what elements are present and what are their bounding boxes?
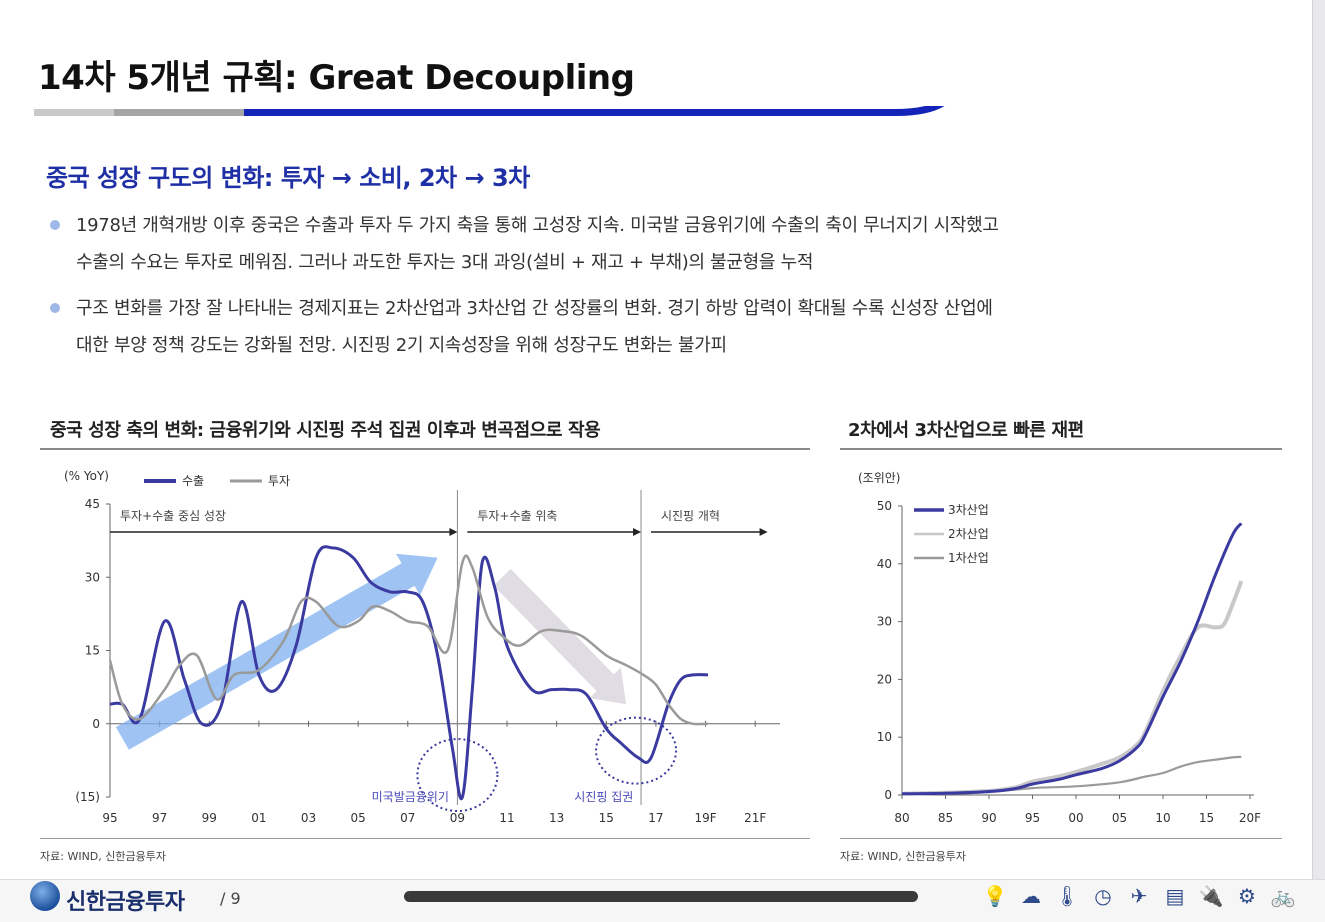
phase-label: 시진핑 개혁 bbox=[661, 509, 720, 523]
x-tick-label: 15 bbox=[599, 811, 614, 825]
footer-icon-row: 💡 ☁ 🌡 ◷ ✈ ▤ 🔌 ⚙ 🚲 bbox=[982, 883, 1296, 909]
x-tick-label: 15 bbox=[1199, 811, 1214, 825]
x-tick-label: 21F bbox=[744, 811, 766, 825]
x-tick-label: 90 bbox=[981, 811, 996, 825]
phase-arrow-head bbox=[759, 528, 768, 536]
decline-trend-arrow bbox=[493, 568, 627, 705]
window-right-edge bbox=[1312, 0, 1325, 922]
left-chart-title: 중국 성장 축의 변화: 금융위기와 시진핑 주석 집권 이후과 변곡점으로 작… bbox=[50, 420, 601, 441]
x-tick-label: 05 bbox=[351, 811, 366, 825]
company-logo bbox=[30, 881, 60, 911]
x-tick-label: 07 bbox=[400, 811, 415, 825]
y-tick-label: 0 bbox=[884, 788, 892, 802]
legend-label-primary: 1차산업 bbox=[948, 551, 989, 565]
y-tick-label: 20 bbox=[877, 672, 892, 686]
y-tick-label: 10 bbox=[877, 730, 892, 744]
xi-annotation-label: 시진핑 집권 bbox=[574, 790, 633, 804]
slide-title: 14차 5개년 규획: Great Decoupling bbox=[38, 58, 635, 98]
x-tick-label: 10 bbox=[1155, 811, 1170, 825]
bicycle-icon[interactable]: 🚲 bbox=[1270, 884, 1296, 908]
y-tick-label: 40 bbox=[877, 557, 892, 571]
x-tick-label: 80 bbox=[894, 811, 909, 825]
left-chart-top-rule bbox=[40, 448, 810, 450]
x-tick-label: 01 bbox=[251, 811, 266, 825]
right-line-chart: 50 40 30 20 10 080 85 90 95 00 05 10 15 20F (조위안) 3차산업 2… bbox=[858, 471, 1261, 825]
document-icon[interactable]: ▤ bbox=[1165, 884, 1185, 908]
footer-brand-name: 신한금융투자 bbox=[66, 890, 185, 915]
right-chart-bottom-rule bbox=[840, 838, 1282, 839]
x-tick-label: 19F bbox=[694, 811, 716, 825]
scroll-bar-handle[interactable] bbox=[404, 891, 918, 902]
y-tick-label: 45 bbox=[85, 497, 100, 511]
section-subtitle: 중국 성장 구도의 변화: 투자 → 소비, 2차 → 3차 bbox=[46, 164, 530, 192]
x-tick-label: 97 bbox=[152, 811, 167, 825]
x-tick-label: 13 bbox=[549, 811, 564, 825]
x-tick-label: 99 bbox=[202, 811, 217, 825]
phase-label: 투자+수출 위축 bbox=[477, 509, 557, 523]
xi-highlight-circle bbox=[595, 716, 678, 785]
x-tick-label: 00 bbox=[1068, 811, 1083, 825]
x-tick-label: 11 bbox=[499, 811, 514, 825]
phase-arrow-head bbox=[633, 528, 642, 536]
series-line-tertiary bbox=[901, 522, 1243, 796]
x-tick-label: 95 bbox=[102, 811, 117, 825]
title-underline-bar bbox=[34, 106, 945, 116]
y-unit-label: (% YoY) bbox=[64, 469, 109, 483]
legend-label-export: 수출 bbox=[182, 474, 204, 488]
series-line-investment bbox=[108, 554, 709, 726]
plug-icon[interactable]: 🔌 bbox=[1198, 884, 1224, 908]
crisis-highlight-circle bbox=[416, 738, 499, 813]
y-unit-label: (조위안) bbox=[858, 471, 900, 485]
y-tick-label: 50 bbox=[877, 499, 892, 513]
series-line-export bbox=[109, 545, 709, 801]
page-number: / 9 bbox=[220, 889, 241, 908]
y-tick-label: 0 bbox=[92, 717, 100, 731]
left-chart-bottom-rule bbox=[40, 838, 810, 839]
plane-icon[interactable]: ✈ bbox=[1130, 884, 1148, 908]
x-tick-label: 03 bbox=[301, 811, 316, 825]
bullet-text: 구조 변화를 가장 잘 나타내는 경제지표는 2차산업과 3차산업 간 성장률의… bbox=[76, 298, 993, 356]
bullet-dot bbox=[50, 220, 60, 230]
y-tick-label: (15) bbox=[75, 790, 100, 804]
y-tick-label: 15 bbox=[85, 644, 100, 658]
x-tick-label: 05 bbox=[1112, 811, 1127, 825]
bullet-text: 1978년 개혁개방 이후 중국은 수출과 투자 두 가지 축을 통해 고성장 … bbox=[76, 215, 999, 273]
thermometer-icon[interactable]: 🌡 bbox=[1054, 884, 1080, 908]
left-chart-source: 자료: WIND, 신한금융투자 bbox=[40, 850, 166, 863]
legend-label-tertiary: 3차산업 bbox=[948, 503, 989, 517]
y-tick-label: 30 bbox=[85, 570, 100, 584]
y-tick-label: 30 bbox=[877, 615, 892, 629]
gear-icon[interactable]: ⚙ bbox=[1238, 884, 1256, 908]
x-tick-label: 17 bbox=[648, 811, 663, 825]
clock-icon[interactable]: ◷ bbox=[1094, 884, 1112, 908]
legend-label-secondary: 2차산업 bbox=[948, 527, 989, 541]
lightbulb-icon[interactable]: 💡 bbox=[982, 884, 1008, 908]
right-chart-top-rule bbox=[840, 448, 1282, 450]
left-line-chart: 45 30 15 0 (15)95 97 99 01 03 05 07 09 11 13 15 17 19F 21… bbox=[64, 469, 780, 825]
x-tick-label: 20F bbox=[1239, 811, 1261, 825]
legend-label-investment: 투자 bbox=[268, 474, 290, 488]
crisis-annotation-label: 미국발금융위기 bbox=[372, 790, 449, 804]
phase-label: 투자+수출 중심 성장 bbox=[120, 509, 226, 523]
x-tick-label: 95 bbox=[1025, 811, 1040, 825]
right-chart-title: 2차에서 3차산업으로 빠른 재편 bbox=[848, 420, 1084, 441]
cloud-icon[interactable]: ☁ bbox=[1021, 884, 1041, 908]
x-tick-label: 85 bbox=[938, 811, 953, 825]
bullet-dot bbox=[50, 303, 60, 313]
series-line-secondary bbox=[901, 580, 1244, 796]
right-chart-source: 자료: WIND, 신한금융투자 bbox=[840, 850, 966, 863]
bullet-item-2: 구조 변화를 가장 잘 나타내는 경제지표는 2차산업과 3차산업 간 성장률의… bbox=[50, 290, 1280, 364]
x-tick-label: 09 bbox=[450, 811, 465, 825]
bullet-item-1: 1978년 개혁개방 이후 중국은 수출과 투자 두 가지 축을 통해 고성장 … bbox=[50, 207, 1280, 281]
phase-arrow-head bbox=[449, 528, 458, 536]
